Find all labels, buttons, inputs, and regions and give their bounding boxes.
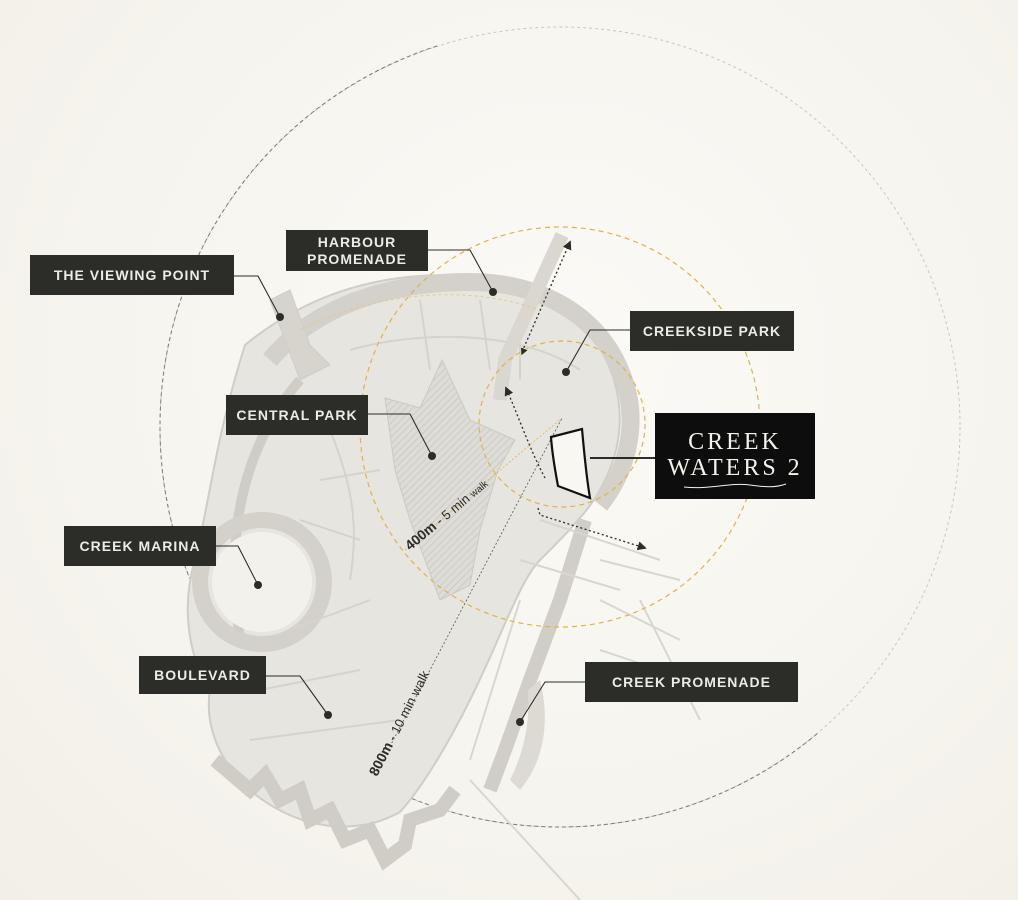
golden-coast-trace xyxy=(299,294,541,331)
creek-waters-2-plot xyxy=(549,427,592,500)
callout-dots xyxy=(254,288,570,726)
creek-promenade-strip xyxy=(483,517,592,793)
callout-leaders xyxy=(216,249,630,723)
creekside-park-marker xyxy=(562,368,570,376)
creek-marina-ring xyxy=(192,512,332,652)
harbour-promenade-marker xyxy=(489,288,497,296)
arrow-north xyxy=(521,240,572,353)
harbour-band xyxy=(263,272,640,511)
logo-line-1: CREEK xyxy=(688,429,782,455)
label-creek-promenade: CREEK PROMENADE xyxy=(585,662,798,702)
label-boulevard: BOULEVARD xyxy=(139,656,266,694)
viewing-point-land xyxy=(269,289,331,381)
label-creekside-park: CREEKSIDE PARK xyxy=(630,311,794,351)
logo-line-2: WATERS 2 xyxy=(667,455,803,481)
creek-marina-marker xyxy=(254,581,262,589)
label-harbour-promenade: HARBOUR PROMENADE xyxy=(286,230,428,271)
outer-radius-ring xyxy=(159,26,961,828)
creek-promenade-water xyxy=(510,680,545,790)
creek-promenade-marker xyxy=(516,718,524,726)
creek-channel xyxy=(493,232,569,401)
label-the-viewing-point: THE VIEWING POINT xyxy=(30,255,234,295)
creek-marina-water xyxy=(212,532,312,632)
viewing-point-marker xyxy=(276,313,284,321)
outer-radius-line xyxy=(374,417,563,776)
arrow-west xyxy=(504,386,546,479)
central-park-marker xyxy=(428,452,436,460)
southern-breakwater xyxy=(210,754,461,871)
label-creek-marina: CREEK MARINA xyxy=(64,526,216,566)
logo-swoosh-icon xyxy=(683,483,787,489)
creek-waters-2-logo: CREEK WATERS 2 xyxy=(655,413,815,499)
internal-roads xyxy=(249,299,581,741)
boulevard-marker xyxy=(324,711,332,719)
creekside-ring xyxy=(478,340,646,508)
label-central-park: CENTRAL PARK xyxy=(226,395,368,435)
